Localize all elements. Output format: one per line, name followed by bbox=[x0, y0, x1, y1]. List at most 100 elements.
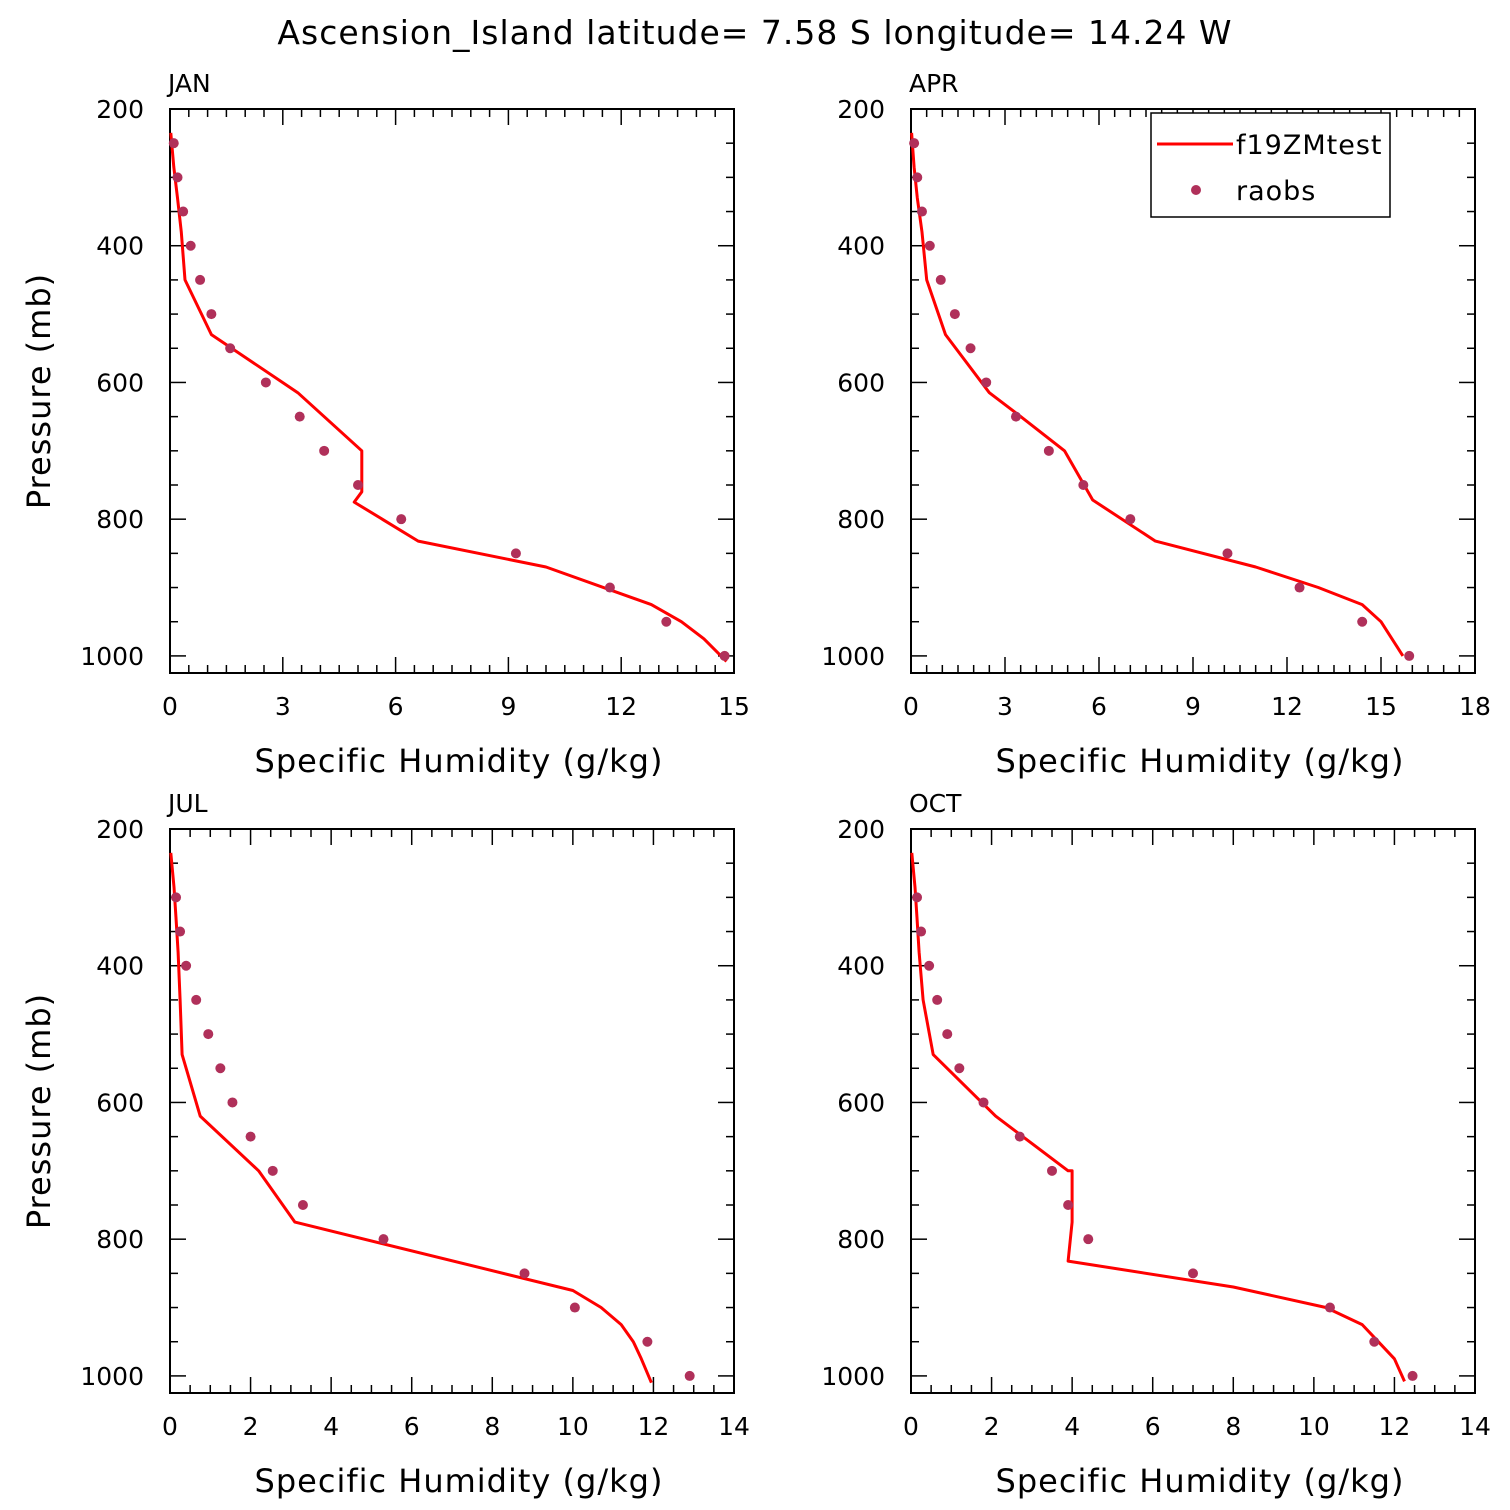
panel-label-oct: OCT bbox=[909, 789, 962, 818]
y-tick-label: 800 bbox=[96, 1225, 144, 1254]
obs-point bbox=[1369, 1336, 1380, 1347]
legend-box bbox=[1150, 112, 1391, 218]
obs-point bbox=[1047, 1165, 1057, 1176]
y-tick-label: 400 bbox=[837, 952, 885, 981]
obs-point bbox=[297, 1200, 308, 1210]
x-tick-label: 0 bbox=[162, 692, 178, 721]
obs-point bbox=[185, 240, 196, 251]
y-tick-label: 600 bbox=[837, 1088, 885, 1117]
obs-point bbox=[510, 548, 521, 559]
x-tick-label: 2 bbox=[243, 1412, 259, 1441]
x-tick-label: 6 bbox=[388, 692, 404, 721]
obs-point bbox=[932, 994, 943, 1005]
x-tick-label: 0 bbox=[162, 1412, 178, 1441]
obs-point bbox=[1188, 1268, 1198, 1279]
x-tick-label: 10 bbox=[557, 1412, 589, 1441]
x-axis-title: Specific Humidity (g/kg) bbox=[996, 742, 1405, 780]
obs-point bbox=[949, 309, 960, 320]
obs-point bbox=[1357, 616, 1368, 627]
obs-point bbox=[935, 274, 946, 285]
x-tick-label: 18 bbox=[1459, 692, 1491, 721]
y-tick-label: 600 bbox=[96, 368, 144, 397]
panel-jul: 0 2 4 6 8 10 12 14 200 400 600 800 1000 JUL Specific H… bbox=[20, 789, 750, 1500]
y-tick-label: 800 bbox=[837, 1225, 885, 1254]
y-tick-label: 400 bbox=[837, 232, 885, 261]
obs-point bbox=[942, 1029, 953, 1040]
x-tick-label: 6 bbox=[1145, 1412, 1161, 1441]
obs-point bbox=[267, 1165, 278, 1176]
y-tick-label: 400 bbox=[96, 952, 144, 981]
x-tick-label: 9 bbox=[1185, 692, 1201, 721]
obs-point bbox=[909, 138, 920, 149]
legend-label-f19ZMtest: f19ZMtest bbox=[1236, 130, 1383, 161]
obs-point bbox=[569, 1302, 580, 1313]
obs-point bbox=[260, 377, 271, 388]
obs-point bbox=[1125, 514, 1136, 525]
plot-frame-jan bbox=[169, 108, 735, 674]
y-tick-label: 800 bbox=[837, 505, 885, 534]
y-tick-label: 800 bbox=[96, 505, 144, 534]
legend-label-raobs: raobs bbox=[1236, 176, 1316, 207]
x-tick-label: 0 bbox=[903, 692, 919, 721]
obs-point bbox=[175, 926, 186, 937]
obs-point bbox=[519, 1268, 530, 1279]
obs-point bbox=[245, 1131, 256, 1142]
obs-point bbox=[924, 960, 935, 971]
y-tick-label: 200 bbox=[837, 95, 885, 124]
x-tick-label: 12 bbox=[1379, 1412, 1411, 1441]
y-axis-title: Pressure (mb) bbox=[20, 273, 58, 509]
obs-point bbox=[1010, 411, 1021, 422]
x-tick-label: 3 bbox=[997, 692, 1013, 721]
obs-point bbox=[1014, 1131, 1025, 1142]
x-tick-label: 14 bbox=[718, 1412, 750, 1441]
obs-point bbox=[353, 480, 363, 490]
panel-apr: 0 3 6 9 12 15 18 200 400 600 800 1000 APR Specific Hu… bbox=[821, 69, 1491, 780]
obs-point bbox=[719, 650, 730, 661]
obs-point bbox=[215, 1063, 226, 1074]
obs-point bbox=[378, 1234, 389, 1245]
y-tick-label: 200 bbox=[837, 815, 885, 844]
obs-point bbox=[206, 309, 217, 320]
x-tick-label: 2 bbox=[984, 1412, 1000, 1441]
obs-point bbox=[954, 1063, 965, 1074]
obs-point bbox=[1294, 582, 1305, 593]
obs-point bbox=[178, 206, 189, 217]
obs-point bbox=[1407, 1370, 1418, 1381]
figure-title: Ascension_Island latitude= 7.58 S longit… bbox=[277, 13, 1232, 52]
obs-point bbox=[1063, 1200, 1074, 1210]
obs-point bbox=[1222, 548, 1233, 559]
y-tick-label: 200 bbox=[96, 815, 144, 844]
x-tick-label: 0 bbox=[903, 1412, 919, 1441]
panel-label-apr: APR bbox=[909, 69, 959, 98]
obs-point bbox=[684, 1370, 695, 1381]
x-axis-title: Specific Humidity (g/kg) bbox=[996, 1462, 1405, 1500]
x-tick-label: 15 bbox=[718, 692, 750, 721]
y-tick-label: 1000 bbox=[821, 642, 885, 671]
obs-point bbox=[924, 240, 935, 251]
obs-point bbox=[396, 514, 407, 525]
x-axis-title: Specific Humidity (g/kg) bbox=[255, 1462, 664, 1500]
x-tick-label: 3 bbox=[275, 692, 291, 721]
x-tick-label: 6 bbox=[404, 1412, 420, 1441]
obs-point bbox=[171, 892, 182, 903]
obs-point bbox=[168, 138, 179, 149]
y-tick-label: 1000 bbox=[80, 642, 144, 671]
obs-point bbox=[1324, 1302, 1335, 1313]
y-tick-label: 400 bbox=[96, 232, 144, 261]
x-tick-label: 15 bbox=[1365, 692, 1397, 721]
panel-label-jul: JUL bbox=[166, 789, 208, 818]
obs-point bbox=[225, 343, 236, 354]
series-line-f19ZMtest bbox=[169, 852, 653, 1384]
x-tick-label: 4 bbox=[1064, 1412, 1080, 1441]
obs-point bbox=[1078, 480, 1089, 490]
x-tick-label: 9 bbox=[500, 692, 516, 721]
obs-point bbox=[981, 377, 992, 388]
obs-point bbox=[916, 206, 927, 217]
obs-point bbox=[912, 892, 923, 903]
obs-point bbox=[1404, 650, 1415, 661]
y-axis-title: Pressure (mb) bbox=[20, 993, 58, 1229]
series-line-f19ZMtest bbox=[910, 852, 1406, 1383]
x-tick-label: 12 bbox=[605, 692, 637, 721]
